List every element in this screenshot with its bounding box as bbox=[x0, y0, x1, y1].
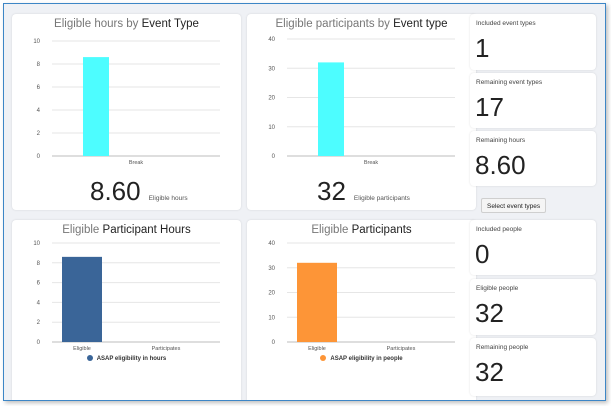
chart-title: Eligible hours by Event Type bbox=[54, 18, 199, 30]
stat-value: 32 bbox=[475, 298, 504, 328]
legend-dot-icon bbox=[86, 355, 93, 361]
x-tick-label: Eligible bbox=[73, 346, 91, 352]
stat-remaining-people: Remaining people 32 bbox=[470, 338, 596, 396]
stat-included-event-types: Included event types 1 bbox=[470, 14, 596, 70]
y-tick-label: 30 bbox=[268, 266, 275, 272]
y-tick-label: 2 bbox=[37, 320, 41, 326]
chart-title: Eligible Participants bbox=[311, 224, 412, 236]
y-tick-label: 8 bbox=[37, 62, 41, 68]
x-tick-label: Break bbox=[364, 160, 379, 166]
legend-dot-icon bbox=[320, 355, 327, 361]
stat-included-people: Included people 0 bbox=[470, 220, 596, 275]
card-participants: Eligible Participants 0 10 20 30 40 Eligible P… bbox=[247, 220, 476, 400]
bar-break bbox=[83, 57, 109, 156]
y-tick-label: 20 bbox=[268, 291, 275, 297]
y-tick-label: 20 bbox=[268, 96, 275, 102]
stat-value: 0 bbox=[475, 239, 490, 269]
hours-by-event-type-chart: 0 2 4 6 8 10 Break bbox=[33, 39, 220, 166]
y-tick-label: 4 bbox=[37, 300, 41, 306]
y-tick-label: 10 bbox=[268, 125, 275, 131]
participant-hours-chart: 0 2 4 6 8 10 Eligible Participates bbox=[33, 241, 220, 352]
y-tick-label: 30 bbox=[268, 66, 275, 72]
stat-value: 8.60 bbox=[475, 150, 526, 180]
legend-label: ASAP eligibility in hours bbox=[96, 356, 167, 362]
dashboard-frame: Eligible hours by Event Type 0 2 4 6 8 10 Brea… bbox=[3, 3, 606, 401]
y-tick-label: 0 bbox=[37, 340, 41, 346]
stat-label: Remaining hours bbox=[476, 137, 526, 144]
stat-value: 1 bbox=[475, 33, 490, 63]
chart-legend[interactable]: ASAP eligibility in hours bbox=[12, 355, 241, 362]
x-tick-label: Eligible bbox=[308, 346, 326, 352]
chart-title: Eligible Participant Hours bbox=[62, 224, 191, 236]
eligible-participants-label: Eligible participants bbox=[353, 195, 410, 202]
stat-value: 17 bbox=[475, 92, 504, 122]
participants-by-event-type-chart: 0 10 20 30 40 Break bbox=[268, 37, 455, 166]
stat-label: Included event types bbox=[476, 20, 536, 27]
stat-label: Remaining event types bbox=[476, 79, 543, 86]
y-tick-label: 40 bbox=[268, 241, 275, 247]
y-tick-label: 4 bbox=[37, 108, 41, 114]
y-tick-label: 0 bbox=[272, 154, 276, 160]
select-event-types-button[interactable]: Select event types bbox=[481, 198, 547, 213]
eligible-participants-value: 32 bbox=[317, 176, 346, 206]
x-tick-label: Participates bbox=[152, 346, 181, 352]
chart-legend[interactable]: ASAP eligibility in people bbox=[247, 355, 476, 362]
eligible-hours-value: 8.60 bbox=[90, 176, 141, 206]
x-tick-label: Participates bbox=[387, 346, 416, 352]
stat-label: Included people bbox=[476, 226, 522, 233]
eligible-participants-stat: 32 Eligible participants bbox=[317, 176, 410, 207]
stat-remaining-event-types: Remaining event types 17 bbox=[470, 73, 596, 128]
eligible-hours-label: Eligible hours bbox=[148, 195, 188, 202]
bar-eligible bbox=[62, 256, 102, 342]
y-tick-label: 2 bbox=[37, 131, 41, 137]
y-tick-label: 0 bbox=[37, 154, 41, 160]
card-hours-by-event-type: Eligible hours by Event Type 0 2 4 6 8 10 Brea… bbox=[12, 14, 241, 210]
stat-remaining-hours: Remaining hours 8.60 bbox=[470, 131, 596, 186]
chart-title: Eligible participants by Event type bbox=[275, 18, 448, 30]
card-participants-by-event-type: Eligible participants by Event type 0 10 2… bbox=[247, 14, 476, 210]
stat-value: 32 bbox=[475, 357, 504, 387]
y-tick-label: 10 bbox=[33, 39, 40, 45]
stat-label: Eligible people bbox=[476, 285, 519, 292]
y-tick-label: 10 bbox=[268, 315, 275, 321]
bar-break bbox=[318, 62, 344, 156]
y-tick-label: 6 bbox=[37, 281, 41, 287]
eligible-hours-stat: 8.60 Eligible hours bbox=[90, 176, 188, 207]
legend-label: ASAP eligibility in people bbox=[330, 356, 403, 362]
y-tick-label: 0 bbox=[272, 340, 276, 346]
y-tick-label: 10 bbox=[33, 241, 40, 247]
y-tick-label: 8 bbox=[37, 261, 41, 267]
y-tick-label: 6 bbox=[37, 85, 41, 91]
stat-label: Remaining people bbox=[476, 344, 529, 351]
x-tick-label: Break bbox=[129, 160, 144, 166]
stat-eligible-people: Eligible people 32 bbox=[470, 279, 596, 335]
card-participant-hours: Eligible Participant Hours 0 2 4 6 8 10 Eligib… bbox=[12, 220, 241, 400]
bar-eligible bbox=[297, 262, 337, 342]
y-tick-label: 40 bbox=[268, 37, 275, 43]
participants-chart: 0 10 20 30 40 Eligible Participates bbox=[268, 241, 455, 352]
